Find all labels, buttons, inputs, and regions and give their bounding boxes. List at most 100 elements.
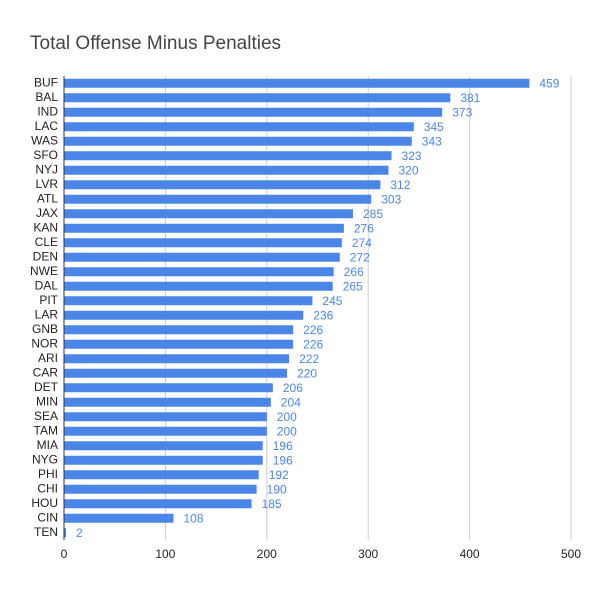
y-tick-label: PHI bbox=[38, 467, 58, 481]
y-tick-label: NYG bbox=[32, 452, 58, 466]
bar bbox=[64, 441, 263, 451]
x-tick-label: 500 bbox=[561, 547, 581, 561]
x-tick-label: 0 bbox=[61, 547, 68, 561]
y-tick-label: CLE bbox=[35, 235, 58, 249]
bar bbox=[64, 107, 443, 117]
value-label: 345 bbox=[424, 120, 444, 134]
value-label: 381 bbox=[460, 91, 480, 105]
value-label: 312 bbox=[390, 178, 410, 192]
y-tick-label: IND bbox=[37, 104, 58, 118]
y-tick-label: ATL bbox=[37, 191, 58, 205]
bar bbox=[64, 513, 174, 523]
value-label: 226 bbox=[303, 337, 323, 351]
value-label: 2 bbox=[76, 526, 83, 540]
bar bbox=[64, 165, 389, 175]
y-tick-label: WAS bbox=[31, 133, 58, 147]
bar bbox=[64, 455, 263, 465]
value-label: 285 bbox=[363, 207, 383, 221]
value-label: 222 bbox=[299, 352, 319, 366]
y-tick-label: NOR bbox=[31, 336, 58, 350]
value-label: 200 bbox=[277, 410, 297, 424]
y-tick-label: JAX bbox=[36, 206, 58, 220]
bar bbox=[64, 136, 412, 146]
bar bbox=[64, 426, 267, 436]
bar bbox=[64, 354, 290, 364]
y-tick-label: ARI bbox=[38, 351, 58, 365]
value-label: 373 bbox=[452, 105, 472, 119]
value-label: 276 bbox=[354, 221, 374, 235]
y-tick-label: TAM bbox=[34, 423, 58, 437]
y-tick-label: HOU bbox=[31, 496, 58, 510]
y-tick-label: GNB bbox=[32, 322, 58, 336]
bar bbox=[64, 78, 530, 88]
bar bbox=[64, 223, 344, 233]
value-label: 192 bbox=[269, 468, 289, 482]
value-label: 196 bbox=[273, 453, 293, 467]
bar bbox=[64, 383, 273, 393]
y-tick-label: MIA bbox=[37, 438, 58, 452]
y-tick-label: BUF bbox=[34, 75, 58, 89]
value-label: 274 bbox=[352, 236, 372, 250]
value-label: 272 bbox=[350, 250, 370, 264]
y-tick-label: CIN bbox=[37, 510, 58, 524]
value-label: 320 bbox=[398, 163, 418, 177]
bar bbox=[64, 238, 342, 248]
y-tick-label: LAR bbox=[35, 307, 59, 321]
bar bbox=[64, 281, 333, 291]
y-tick-label: KAN bbox=[33, 220, 58, 234]
bar bbox=[64, 180, 381, 190]
bar bbox=[64, 470, 259, 480]
y-tick-label: NYJ bbox=[35, 162, 58, 176]
bar bbox=[64, 412, 267, 422]
y-tick-label: NWE bbox=[30, 264, 58, 278]
y-tick-label: CHI bbox=[37, 481, 58, 495]
bar bbox=[64, 339, 294, 349]
value-label: 200 bbox=[277, 424, 297, 438]
y-tick-label: PIT bbox=[39, 293, 58, 307]
x-tick-label: 100 bbox=[155, 547, 175, 561]
value-label: 343 bbox=[422, 134, 442, 148]
x-tick-label: 300 bbox=[358, 547, 378, 561]
bar bbox=[64, 252, 340, 262]
value-label: 108 bbox=[184, 511, 204, 525]
y-tick-label: BAL bbox=[35, 90, 58, 104]
bar bbox=[64, 499, 252, 509]
bar bbox=[64, 325, 294, 335]
bar bbox=[64, 484, 257, 494]
value-label: 226 bbox=[303, 323, 323, 337]
x-tick-label: 200 bbox=[257, 547, 277, 561]
y-tick-label: DET bbox=[34, 380, 59, 394]
bar bbox=[64, 397, 271, 407]
value-label: 303 bbox=[381, 192, 401, 206]
value-label: 245 bbox=[322, 294, 342, 308]
y-tick-label: MIN bbox=[36, 394, 58, 408]
bar bbox=[64, 93, 451, 103]
bar bbox=[64, 310, 304, 320]
x-tick-label: 400 bbox=[460, 547, 480, 561]
value-label: 204 bbox=[281, 395, 301, 409]
value-label: 266 bbox=[344, 265, 364, 279]
y-tick-label: DAL bbox=[35, 278, 59, 292]
y-tick-label: SFO bbox=[33, 148, 58, 162]
bar bbox=[64, 296, 313, 306]
y-tick-label: TEN bbox=[34, 525, 58, 539]
bar bbox=[64, 368, 288, 378]
bar bbox=[64, 122, 414, 132]
bar bbox=[64, 194, 372, 204]
value-label: 265 bbox=[343, 279, 363, 293]
value-label: 220 bbox=[297, 366, 317, 380]
value-label: 236 bbox=[313, 308, 333, 322]
bar bbox=[64, 151, 392, 161]
bar bbox=[64, 528, 67, 538]
y-tick-label: CAR bbox=[33, 365, 59, 379]
y-tick-label: LAC bbox=[35, 119, 59, 133]
y-tick-label: DEN bbox=[33, 249, 58, 263]
value-label: 196 bbox=[273, 439, 293, 453]
value-label: 190 bbox=[267, 482, 287, 496]
value-label: 323 bbox=[402, 149, 422, 163]
value-label: 206 bbox=[283, 381, 303, 395]
y-tick-label: LVR bbox=[36, 177, 59, 191]
bar bbox=[64, 209, 353, 219]
value-label: 185 bbox=[262, 497, 282, 511]
